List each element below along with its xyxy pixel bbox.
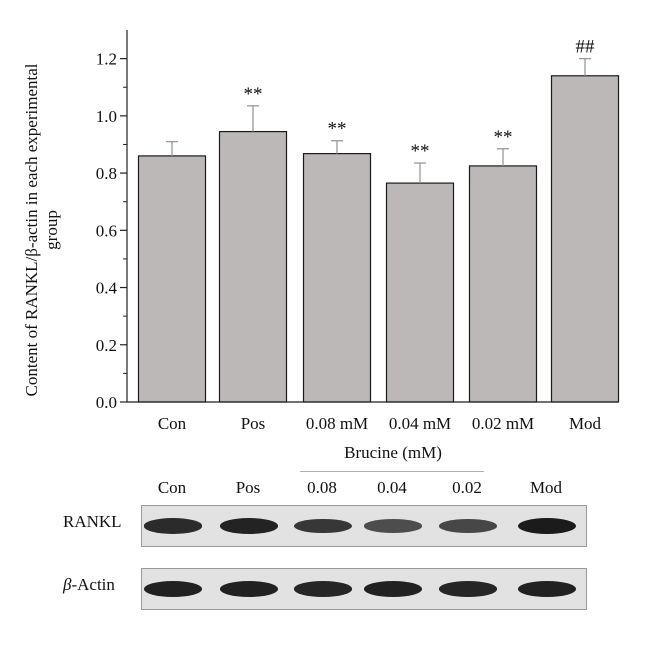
blot-strip-0 xyxy=(141,505,587,547)
blot-band-0-1 xyxy=(220,518,278,534)
blot-band-1-2 xyxy=(294,581,352,597)
x-tick-label-4: 0.02 mM xyxy=(472,414,534,433)
blot-lane-label-4: 0.02 xyxy=(452,478,482,497)
bar-0 xyxy=(137,155,207,403)
blot-lane-label-2: 0.08 xyxy=(307,478,337,497)
y-tick-label-1: 0.2 xyxy=(96,336,117,355)
blot-lane-label-1: Pos xyxy=(235,478,261,497)
brucine-group-label: Brucine (mM) xyxy=(344,443,442,462)
y-tick-label-5: 1.0 xyxy=(96,107,117,126)
blot-band-0-0 xyxy=(144,518,202,534)
bar-2 xyxy=(302,153,372,403)
blot-lane-label-0: Con xyxy=(157,478,187,497)
bar-chart: 0.0 0.2 0.4 0.6 0.8 1.0 1.2 ** ** ** ** ## Con Pos 0… xyxy=(96,30,620,433)
blot-band-1-1 xyxy=(220,581,278,597)
y-tick-label-0: 0.0 xyxy=(96,393,117,412)
blot-row-label-1: β-Actin xyxy=(63,575,115,594)
x-tick-label-1: Pos xyxy=(241,414,266,433)
blot-band-1-4 xyxy=(439,581,497,597)
blot-band-0-3 xyxy=(364,519,422,533)
x-tick-label-5: Mod xyxy=(569,414,602,433)
blot-band-1-5 xyxy=(518,581,576,597)
x-tick-label-2: 0.08 mM xyxy=(306,414,368,433)
blot-band-1-3 xyxy=(364,581,422,597)
blot-band-0-4 xyxy=(439,519,497,533)
bar-4 xyxy=(468,165,538,403)
bar-3 xyxy=(385,182,455,403)
y-tick-label-6: 1.2 xyxy=(96,50,117,69)
x-tick-label-0: Con xyxy=(158,414,187,433)
significance-mark-3: ** xyxy=(411,141,430,162)
blot-row-label-prefix-1: β xyxy=(63,575,72,594)
blot-band-1-0 xyxy=(144,581,202,597)
significance-mark-2: ** xyxy=(328,119,347,140)
blot-row-label-0: RANKL xyxy=(63,512,122,531)
bar-1 xyxy=(218,130,288,403)
significance-mark-1: ** xyxy=(244,84,263,105)
blot-band-0-2 xyxy=(294,518,352,534)
y-tick-label-2: 0.4 xyxy=(96,279,118,298)
y-tick-label-3: 0.6 xyxy=(96,221,117,240)
brucine-group-line xyxy=(300,471,484,472)
x-tick-label-3: 0.04 mM xyxy=(389,414,451,433)
y-axis-label: Content of RANKL/β-actin in each experim… xyxy=(22,63,61,397)
y-tick-label-4: 0.8 xyxy=(96,164,117,183)
significance-mark-5: ## xyxy=(576,37,596,58)
blot-strip-1 xyxy=(141,568,587,610)
significance-mark-4: ** xyxy=(494,127,513,148)
bar-5 xyxy=(550,75,620,403)
blot-lane-label-3: 0.04 xyxy=(377,478,407,497)
blot-lane-label-5: Mod xyxy=(529,478,563,497)
blot-band-0-5 xyxy=(518,518,576,534)
